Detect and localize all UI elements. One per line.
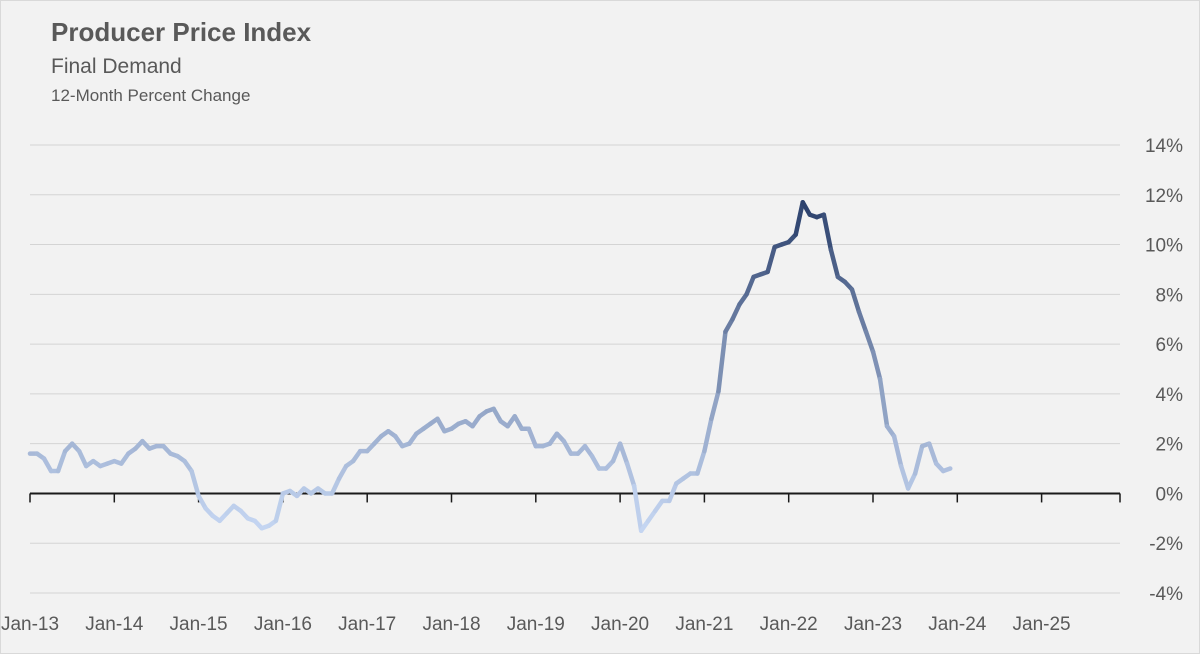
line-segment — [941, 466, 953, 474]
line-segment — [631, 483, 644, 534]
y-tick-label: 14% — [1145, 136, 1183, 157]
line-segment — [877, 376, 890, 429]
line-segment — [667, 481, 679, 504]
line-segment — [898, 463, 911, 491]
line-segment — [828, 247, 841, 280]
x-tick-label: Jan-18 — [422, 614, 480, 635]
x-tick-label: Jan-24 — [928, 614, 987, 635]
line-segment — [730, 302, 742, 322]
line-segment — [617, 441, 630, 466]
line-segment — [702, 416, 714, 454]
line-segment — [526, 426, 539, 449]
line-segment — [561, 438, 574, 456]
x-tick-label: Jan-13 — [1, 614, 59, 635]
y-tick-label: 4% — [1156, 385, 1184, 406]
line-segment — [491, 406, 503, 424]
line-segment — [624, 461, 637, 489]
y-tick-label: 6% — [1156, 335, 1184, 356]
line-segment — [329, 476, 342, 496]
x-tick-label: Jan-23 — [844, 614, 902, 635]
line-segment — [435, 416, 447, 434]
line-segment — [905, 471, 918, 491]
y-tick-label: 2% — [1156, 435, 1184, 456]
x-tick-label: Jan-14 — [85, 614, 144, 635]
x-tick-label: Jan-15 — [170, 614, 228, 635]
line-segment — [709, 389, 721, 422]
line-segment — [863, 329, 876, 354]
x-tick-label: Jan-21 — [675, 614, 733, 635]
line-segment — [849, 287, 862, 315]
line-segment — [856, 309, 869, 334]
line-segment — [196, 493, 208, 511]
line-segment — [912, 443, 925, 476]
y-tick-label: -2% — [1149, 534, 1183, 555]
line-segment — [723, 316, 735, 334]
line-segment — [41, 456, 54, 474]
line-segment — [55, 448, 68, 474]
y-tick-label: 0% — [1156, 484, 1184, 505]
line-segment — [793, 199, 805, 237]
line-segment — [189, 468, 201, 499]
chart-subtitle-secondary: 12-Month Percent Change — [51, 86, 251, 105]
line-segment — [336, 463, 349, 481]
line-segment — [716, 329, 728, 394]
x-tick-label: Jan-17 — [338, 614, 396, 635]
x-tick-label: Jan-20 — [591, 614, 649, 635]
line-segment — [589, 453, 602, 471]
line-segment — [273, 491, 286, 524]
line-segment — [800, 199, 813, 217]
x-tick-label: Jan-25 — [1013, 614, 1071, 635]
line-segment — [870, 349, 883, 382]
y-tick-label: 8% — [1156, 285, 1184, 306]
line-segment — [76, 448, 89, 469]
x-tick-label: Jan-22 — [760, 614, 818, 635]
chart-subtitle: Final Demand — [51, 55, 182, 78]
chart-title: Producer Price Index — [51, 17, 312, 47]
line-segment — [821, 212, 834, 252]
line-segment — [695, 448, 707, 476]
x-tick-label: Jan-19 — [507, 614, 565, 635]
series-line — [27, 199, 953, 534]
y-tick-label: 12% — [1145, 186, 1183, 207]
line-segment — [765, 244, 777, 275]
line-segment — [891, 433, 904, 469]
y-tick-label: -4% — [1149, 584, 1183, 605]
y-tick-label: 10% — [1145, 236, 1183, 257]
line-segment — [512, 414, 524, 431]
line-segment — [926, 441, 939, 466]
line-segment — [744, 274, 756, 297]
x-tick-label: Jan-16 — [254, 614, 312, 635]
